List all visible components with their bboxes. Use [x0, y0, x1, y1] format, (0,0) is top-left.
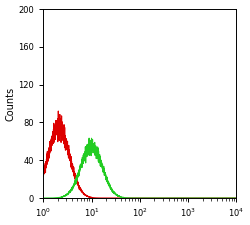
- Y-axis label: Counts: Counts: [6, 86, 16, 121]
